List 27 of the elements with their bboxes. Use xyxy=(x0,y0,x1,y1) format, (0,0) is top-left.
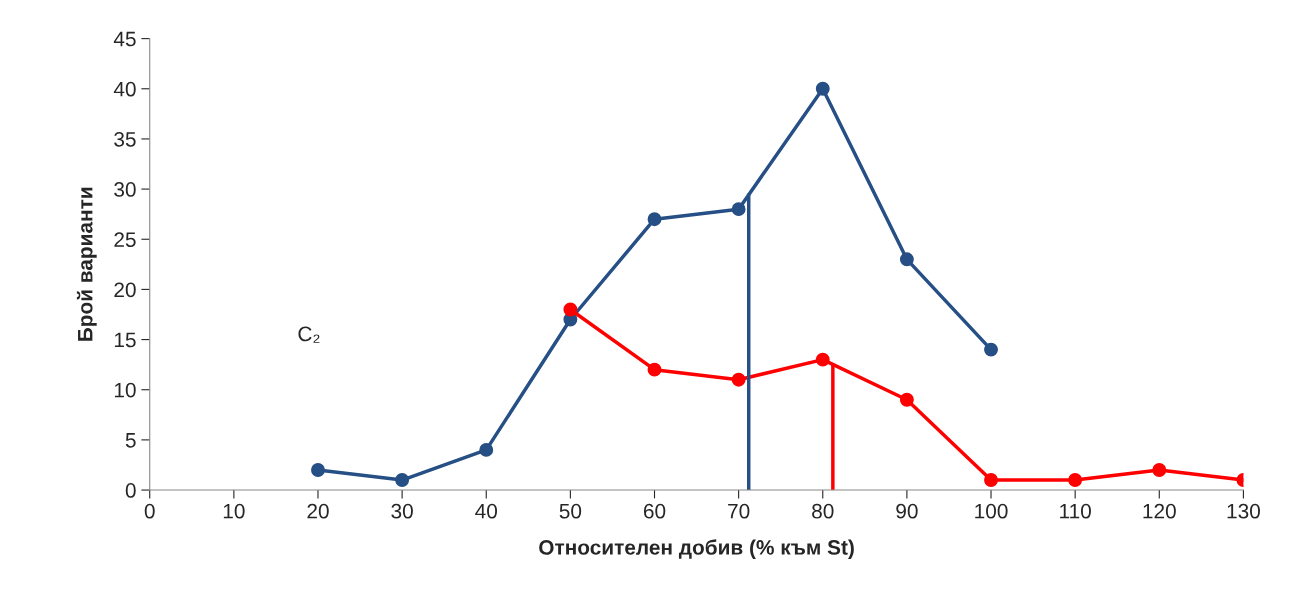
y-tick-label: 15 xyxy=(114,332,136,348)
y-tick-label: 5 xyxy=(125,433,136,448)
y-tick-label: 20 xyxy=(114,282,136,298)
y-tick-label: 30 xyxy=(114,182,136,197)
y-tick-label: 40 xyxy=(113,81,136,97)
y-tick-label: 0 xyxy=(125,483,136,498)
y-axis-title: Брой варианти xyxy=(76,187,97,341)
x-tick-label: 80 xyxy=(812,503,834,519)
x-tick-label: 40 xyxy=(475,503,498,519)
x-tick-label: 20 xyxy=(307,503,329,519)
x-tick-label: 50 xyxy=(559,503,582,519)
x-tick-label: 130 xyxy=(1227,503,1260,519)
y-tick-label: 25 xyxy=(114,232,136,247)
x-tick-label: 90 xyxy=(896,503,918,519)
x-tick-label: 0 xyxy=(144,503,155,519)
x-tick-label: 10 xyxy=(223,503,245,519)
x-tick-label: 120 xyxy=(1143,503,1176,519)
annotation: C₂ xyxy=(298,326,320,343)
y-tick-label: 45 xyxy=(113,31,136,47)
x-axis-title: Относителен добив (% към St) xyxy=(539,539,854,559)
x-tick-label: 70 xyxy=(728,503,750,519)
x-tick-label: 60 xyxy=(643,503,666,519)
x-tick-label: 100 xyxy=(975,503,1008,519)
x-tick-label: 30 xyxy=(391,503,413,519)
y-tick-label: 10 xyxy=(114,382,136,398)
y-tick-label: 35 xyxy=(114,131,136,147)
x-tick-label: 110 xyxy=(1060,503,1091,519)
